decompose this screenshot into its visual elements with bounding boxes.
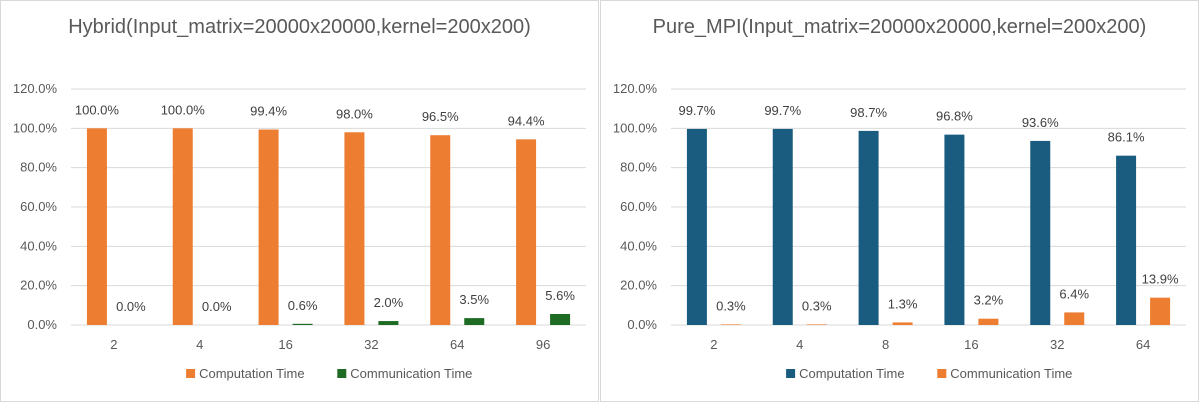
bar-communication-time: [978, 318, 999, 325]
legend-label: Communication Time: [950, 366, 1072, 381]
data-label: 96.5%: [422, 109, 459, 124]
bar-communication-time: [806, 324, 827, 325]
bar-computation-time: [86, 128, 107, 325]
y-tick-label: 0.0%: [27, 317, 57, 332]
bar-communication-time: [550, 313, 571, 325]
legend-swatch: [337, 369, 347, 378]
bar-communication-time: [1064, 312, 1085, 325]
data-label: 100.0%: [75, 102, 120, 117]
data-label: 99.7%: [764, 103, 801, 118]
x-tick-label: 4: [196, 337, 203, 352]
y-tick-label: 60.0%: [620, 199, 657, 214]
bar-computation-time: [686, 128, 707, 325]
y-tick-label: 100.0%: [613, 120, 658, 135]
data-label: 0.0%: [202, 299, 232, 314]
x-tick-label: 16: [964, 337, 978, 352]
data-label: 86.1%: [1108, 130, 1145, 145]
bar-computation-time: [430, 135, 451, 325]
bar-communication-time: [292, 323, 313, 325]
data-label: 6.4%: [1059, 286, 1089, 301]
bar-communication-time: [378, 321, 399, 325]
legend-swatch: [186, 369, 196, 378]
data-label: 98.7%: [850, 105, 887, 120]
bar-computation-time: [858, 130, 879, 325]
data-label: 0.0%: [116, 299, 146, 314]
data-label: 13.9%: [1142, 272, 1179, 287]
x-tick-label: 64: [1136, 337, 1150, 352]
bar-computation-time: [258, 129, 279, 325]
data-label: 99.7%: [678, 103, 715, 118]
data-label: 3.5%: [459, 292, 489, 307]
chart-panel-pure-mpi: Pure_MPI(Input_matrix=20000x20000,kernel…: [600, 0, 1199, 402]
bar-computation-time: [1116, 155, 1137, 325]
data-label: 94.4%: [508, 113, 545, 128]
bar-chart-pure-mpi: 0.0% 20.0% 40.0% 60.0% 80.0% 100.0% 120.0% 99.7…: [613, 81, 1186, 381]
data-label: 99.4%: [250, 104, 287, 119]
data-label: 3.2%: [974, 293, 1004, 308]
y-tick-label: 100.0%: [13, 120, 58, 135]
data-label: 0.3%: [802, 298, 832, 313]
legend-swatch: [937, 369, 947, 378]
x-tick-label: 32: [1050, 337, 1064, 352]
x-tick-label: 8: [882, 337, 889, 352]
bar-communication-time: [892, 322, 913, 325]
bar-communication-time: [464, 318, 485, 325]
x-tick-label: 32: [364, 337, 378, 352]
bar-computation-time: [772, 128, 793, 325]
bar-computation-time: [944, 134, 965, 325]
data-label: 5.6%: [545, 288, 575, 303]
chart-title: Hybrid(Input_matrix=20000x20000,kernel=2…: [68, 16, 531, 38]
bar-chart-hybrid: 0.0%20.0%40.0%60.0%80.0%100.0%120.0%100.…: [13, 81, 586, 381]
chart-title: Pure_MPI(Input_matrix=20000x20000,kernel…: [652, 16, 1147, 38]
data-label: 1.3%: [888, 296, 918, 311]
y-tick-label: 0.0%: [627, 317, 657, 332]
data-label: 2.0%: [374, 295, 404, 310]
x-tick-label: 96: [536, 337, 550, 352]
bar-communication-time: [1150, 297, 1171, 325]
y-tick-label: 80.0%: [620, 160, 657, 175]
data-label: 0.6%: [288, 298, 318, 313]
y-tick-label: 60.0%: [20, 199, 57, 214]
data-label: 93.6%: [1022, 115, 1059, 130]
bar-computation-time: [344, 132, 365, 325]
legend-label: Computation Time: [199, 366, 305, 381]
legend-swatch: [786, 369, 796, 378]
bar-computation-time: [172, 128, 193, 325]
y-tick-label: 40.0%: [20, 238, 57, 253]
y-tick-label: 40.0%: [620, 238, 657, 253]
data-label: 98.0%: [336, 106, 373, 121]
y-tick-label: 20.0%: [620, 278, 657, 293]
legend-label: Communication Time: [350, 366, 472, 381]
y-tick-label: 120.0%: [13, 81, 58, 96]
x-tick-label: 4: [796, 337, 803, 352]
x-tick-label: 64: [450, 337, 464, 352]
data-label: 96.8%: [936, 109, 973, 124]
data-label: 0.3%: [716, 298, 746, 313]
x-tick-label: 16: [278, 337, 292, 352]
x-tick-label: 2: [110, 337, 117, 352]
bar-communication-time: [720, 324, 741, 325]
x-tick-label: 2: [710, 337, 717, 352]
data-label: 100.0%: [161, 102, 206, 117]
chart-panel-hybrid: Hybrid(Input_matrix=20000x20000,kernel=2…: [0, 0, 599, 402]
bar-computation-time: [1030, 140, 1051, 325]
y-tick-label: 80.0%: [20, 160, 57, 175]
legend-label: Computation Time: [799, 366, 905, 381]
y-tick-label: 120.0%: [613, 81, 658, 96]
y-tick-label: 20.0%: [20, 278, 57, 293]
bar-computation-time: [516, 139, 537, 325]
